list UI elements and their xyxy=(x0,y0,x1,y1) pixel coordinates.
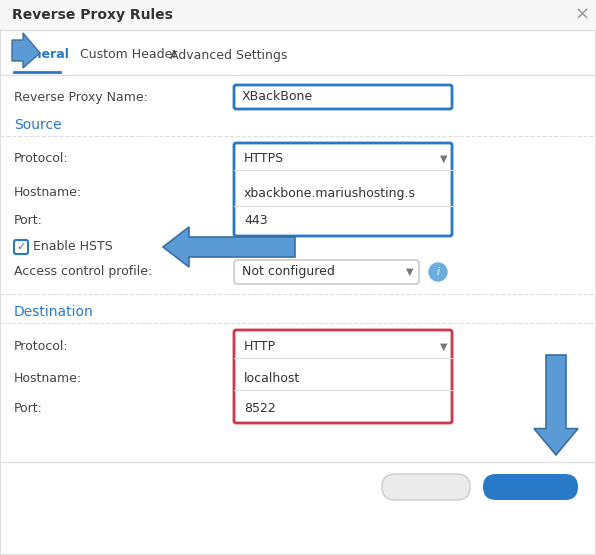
Text: 443: 443 xyxy=(244,214,268,226)
Text: Port:: Port: xyxy=(14,401,43,415)
FancyBboxPatch shape xyxy=(14,240,28,254)
FancyBboxPatch shape xyxy=(0,0,596,30)
Text: i: i xyxy=(436,267,440,277)
Text: Access control profile:: Access control profile: xyxy=(14,265,152,279)
FancyBboxPatch shape xyxy=(234,85,452,109)
Text: ▼: ▼ xyxy=(440,154,448,164)
Text: ▼: ▼ xyxy=(406,267,414,277)
Text: ▼: ▼ xyxy=(440,342,448,352)
Polygon shape xyxy=(12,33,40,68)
Text: Save: Save xyxy=(513,481,549,493)
Polygon shape xyxy=(534,355,578,455)
Text: ✓: ✓ xyxy=(16,242,26,252)
Text: Port:: Port: xyxy=(14,214,43,226)
Text: Custom Header: Custom Header xyxy=(80,48,178,62)
Text: Protocol:: Protocol: xyxy=(14,341,69,354)
FancyBboxPatch shape xyxy=(234,330,452,423)
Text: xbackbone.mariushosting.s: xbackbone.mariushosting.s xyxy=(244,186,416,199)
Text: Reverse Proxy Name:: Reverse Proxy Name: xyxy=(14,90,148,103)
Text: Destination: Destination xyxy=(14,305,94,319)
FancyBboxPatch shape xyxy=(234,143,452,236)
Text: 8522: 8522 xyxy=(244,401,276,415)
Text: Hostname:: Hostname: xyxy=(14,371,82,385)
Text: HTTP: HTTP xyxy=(244,341,276,354)
FancyBboxPatch shape xyxy=(483,474,578,500)
Text: Source: Source xyxy=(14,118,61,132)
FancyBboxPatch shape xyxy=(234,260,419,284)
Text: Enable HSTS: Enable HSTS xyxy=(33,240,113,254)
Text: General: General xyxy=(14,48,69,62)
Text: localhost: localhost xyxy=(244,371,300,385)
Text: HTTPS: HTTPS xyxy=(244,153,284,165)
Text: Advanced Settings: Advanced Settings xyxy=(170,48,287,62)
Text: Hostname:: Hostname: xyxy=(14,186,82,199)
Text: ×: × xyxy=(575,6,589,24)
Text: Protocol:: Protocol: xyxy=(14,153,69,165)
Text: Not configured: Not configured xyxy=(242,265,335,279)
Circle shape xyxy=(429,263,447,281)
FancyBboxPatch shape xyxy=(382,474,470,500)
Text: Cancel: Cancel xyxy=(405,481,448,493)
Polygon shape xyxy=(163,227,295,267)
Text: XBackBone: XBackBone xyxy=(242,90,313,103)
Text: Reverse Proxy Rules: Reverse Proxy Rules xyxy=(12,8,173,22)
